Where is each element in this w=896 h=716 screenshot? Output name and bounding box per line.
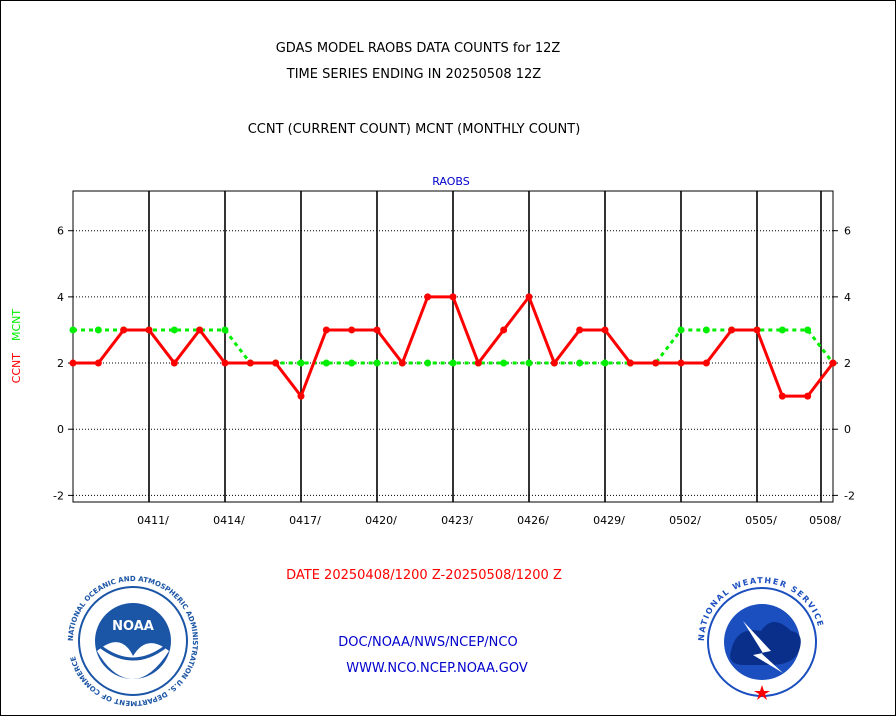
data-point-mcnt — [778, 326, 786, 334]
data-point-ccnt — [500, 326, 508, 334]
data-point-mcnt — [702, 326, 710, 334]
chart-subtitle: CCNT (CURRENT COUNT) MCNT (MONTHLY COUNT… — [248, 122, 581, 137]
x-tick-label: 0414/ — [213, 514, 245, 527]
data-point-ccnt — [272, 359, 280, 367]
plot-title: RAOBS — [432, 175, 470, 188]
x-tick-label: 0502/ — [669, 514, 701, 527]
chart-title-line2: TIME SERIES ENDING IN 20250508 12Z — [286, 67, 542, 82]
data-point-mcnt — [170, 326, 178, 334]
data-point-mcnt — [804, 326, 812, 334]
data-point-ccnt — [170, 359, 178, 367]
data-point-ccnt — [601, 326, 609, 334]
x-tick-label: 0411/ — [137, 514, 169, 527]
x-tick-labels: 0411/0414/0417/0420/0423/0426/0429/0502/… — [137, 514, 841, 527]
data-point-mcnt — [601, 359, 609, 367]
series-ccnt — [69, 293, 837, 400]
data-point-ccnt — [677, 359, 685, 367]
data-point-ccnt — [576, 326, 584, 334]
x-tick-label: 0423/ — [441, 514, 473, 527]
data-point-ccnt — [804, 392, 812, 400]
data-point-mcnt — [297, 359, 305, 367]
data-point-ccnt — [322, 326, 330, 334]
data-point-ccnt — [778, 392, 786, 400]
x-tick-label: 0426/ — [517, 514, 549, 527]
data-point-ccnt — [626, 359, 634, 367]
footer-agency: DOC/NOAA/NWS/NCEP/NCO — [338, 635, 517, 650]
data-point-mcnt — [322, 359, 330, 367]
data-point-ccnt — [196, 326, 204, 334]
y-tick-label: 4 — [844, 291, 851, 304]
data-point-mcnt — [449, 359, 457, 367]
data-point-mcnt — [576, 359, 584, 367]
data-point-ccnt — [652, 359, 660, 367]
data-point-ccnt — [120, 326, 128, 334]
data-point-mcnt — [525, 359, 533, 367]
data-point-ccnt — [373, 326, 381, 334]
data-point-mcnt — [677, 326, 685, 334]
data-point-ccnt — [449, 293, 457, 301]
nws-logo-icon: NATIONAL WEATHER SERVICE — [697, 576, 824, 700]
data-point-ccnt — [145, 326, 153, 334]
noaa-logo-text: NOAA — [112, 619, 154, 634]
x-tick-label: 0417/ — [289, 514, 321, 527]
data-point-ccnt — [69, 359, 77, 367]
y-tick-label: 4 — [57, 291, 64, 304]
plot-area-border — [72, 190, 834, 503]
data-point-mcnt — [373, 359, 381, 367]
x-tick-label: 0420/ — [365, 514, 397, 527]
data-point-ccnt — [753, 326, 761, 334]
data-point-ccnt — [550, 359, 558, 367]
chart-title-line1: GDAS MODEL RAOBS DATA COUNTS for 12Z — [276, 41, 561, 56]
data-point-ccnt — [728, 326, 736, 334]
y-tick-label: 0 — [844, 423, 851, 436]
noaa-logo-icon: NOAA NATIONAL OCEANIC AND ATMOSPHERIC AD… — [67, 575, 199, 707]
data-point-mcnt — [348, 359, 356, 367]
data-point-ccnt — [702, 359, 710, 367]
data-point-ccnt — [94, 359, 102, 367]
footer-url: WWW.NCO.NCEP.NOAA.GOV — [346, 661, 528, 676]
vertical-gridlines — [148, 191, 822, 502]
x-tick-label: 0508/ — [809, 514, 841, 527]
y-tick-label: -2 — [53, 489, 64, 502]
data-point-mcnt — [424, 359, 432, 367]
ylabel-ccnt: CCNT — [10, 353, 23, 384]
x-tick-label: 0429/ — [593, 514, 625, 527]
y-tick-label: 6 — [57, 225, 64, 238]
y-tick-label: 6 — [844, 225, 851, 238]
data-point-mcnt — [94, 326, 102, 334]
data-point-ccnt — [525, 293, 533, 301]
x-axis-label: DATE 20250408/1200 Z-20250508/1200 Z — [286, 568, 562, 583]
y-tick-label: -2 — [844, 489, 855, 502]
data-point-ccnt — [829, 359, 837, 367]
ylabel-mcnt: MCNT — [10, 309, 23, 341]
data-point-ccnt — [474, 359, 482, 367]
x-tick-label: 0505/ — [745, 514, 777, 527]
data-point-ccnt — [424, 293, 432, 301]
data-point-ccnt — [398, 359, 406, 367]
data-point-ccnt — [348, 326, 356, 334]
y-tick-label: 2 — [57, 357, 64, 370]
data-point-mcnt — [69, 326, 77, 334]
data-point-ccnt — [297, 392, 305, 400]
y-tick-label: 2 — [844, 357, 851, 370]
data-point-ccnt — [246, 359, 254, 367]
data-point-mcnt — [221, 326, 229, 334]
y-tick-label: 0 — [57, 423, 64, 436]
data-point-mcnt — [500, 359, 508, 367]
data-point-ccnt — [221, 359, 229, 367]
